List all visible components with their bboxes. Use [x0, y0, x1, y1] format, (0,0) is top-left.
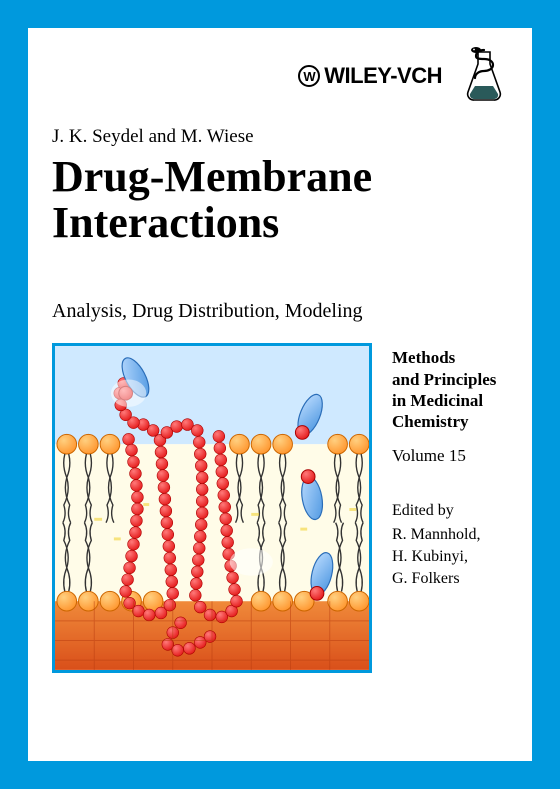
series-title: Methods and Principles in Medicinal Chem…: [392, 347, 508, 432]
publisher-name: WILEY-VCH: [324, 63, 442, 89]
volume-number: Volume 15: [392, 446, 508, 466]
series-line-2: and Principles: [392, 369, 508, 390]
publisher-logo: W WILEY-VCH: [298, 63, 442, 89]
cover-panel: W WILEY-VCH J. K. Seydel and M. Wiese Dr…: [28, 28, 532, 761]
book-title: Drug-Membrane Interactions: [28, 152, 532, 270]
authors-line: J. K. Seydel and M. Wiese: [28, 118, 532, 152]
lower-section: Methods and Principles in Medicinal Chem…: [28, 343, 532, 673]
series-line-1: Methods: [392, 347, 508, 368]
editor-1: R. Mannhold,: [392, 524, 508, 546]
publisher-row: W WILEY-VCH: [28, 28, 532, 118]
illustration-frame: [52, 343, 372, 673]
snake-flask-icon: [460, 46, 508, 106]
title-line-1: Drug-Membrane: [52, 154, 508, 200]
edited-by-label: Edited by: [392, 502, 508, 520]
title-line-2: Interactions: [52, 200, 508, 246]
editor-2: H. Kubinyi,: [392, 546, 508, 568]
series-line-3: in Medicinal: [392, 390, 508, 411]
subtitle: Analysis, Drug Distribution, Modeling: [28, 270, 532, 343]
membrane-illustration: [55, 346, 369, 670]
editor-3: G. Folkers: [392, 568, 508, 590]
series-line-4: Chemistry: [392, 411, 508, 432]
wiley-mark-icon: W: [298, 65, 320, 87]
side-info: Methods and Principles in Medicinal Chem…: [392, 343, 508, 589]
